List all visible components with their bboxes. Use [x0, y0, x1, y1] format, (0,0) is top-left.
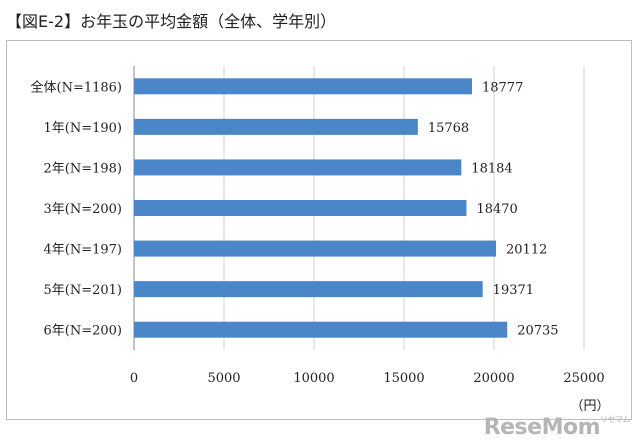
category-label: 2年(N=198)	[44, 161, 123, 176]
x-tick-label: 20000	[473, 371, 514, 386]
bar	[134, 78, 472, 95]
x-tick-label: 25000	[563, 371, 604, 386]
category-label: 全体(N=1186)	[31, 79, 123, 95]
resemom-watermark: ReseMomリセマム	[483, 414, 631, 440]
bar	[134, 321, 508, 338]
bar	[134, 240, 497, 257]
data-label: 18184	[471, 161, 512, 176]
bar	[134, 118, 418, 135]
chart-title: 【図E-2】お年玉の平均金額（全体、学年別）	[6, 12, 337, 31]
category-label: 6年(N=200)	[44, 324, 123, 339]
category-label: 1年(N=190)	[44, 121, 123, 136]
data-label: 15768	[428, 121, 469, 136]
category-label: 5年(N=201)	[44, 283, 123, 298]
bar	[134, 281, 483, 298]
bar	[134, 200, 467, 216]
data-label: 20112	[506, 243, 547, 258]
x-tick-label: 10000	[293, 371, 334, 386]
data-label: 19371	[493, 283, 534, 298]
x-tick-label: 0	[130, 371, 138, 386]
category-label: 3年(N=200)	[44, 202, 123, 217]
data-label: 18777	[482, 80, 523, 95]
category-label: 4年(N=197)	[44, 243, 123, 258]
bar	[134, 159, 462, 176]
watermark-subtext: リセマム	[600, 414, 631, 424]
x-axis-unit-label: （円）	[570, 399, 609, 414]
x-tick-label: 15000	[383, 371, 424, 386]
data-label: 18470	[476, 202, 517, 217]
x-tick-label: 5000	[207, 371, 240, 386]
data-label: 20735	[517, 324, 558, 339]
chart-frame	[6, 40, 632, 420]
watermark-text: ReseMom	[483, 415, 601, 440]
